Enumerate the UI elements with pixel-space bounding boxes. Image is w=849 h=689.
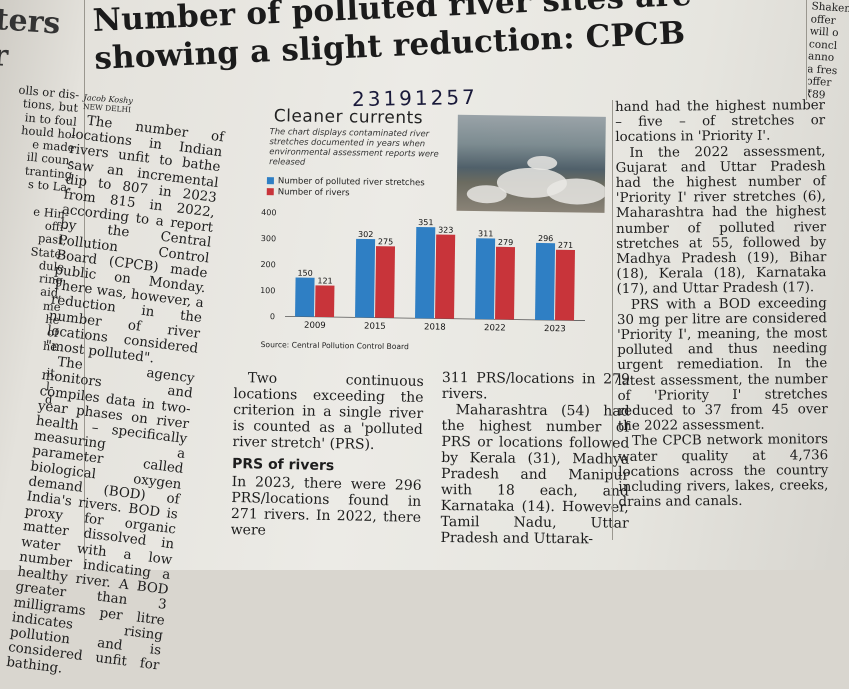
bar (315, 285, 335, 318)
bar (355, 238, 376, 318)
bar (415, 226, 436, 319)
subheading: PRS of rivers (231, 455, 335, 475)
paragraph: Two continuous locations exceeding the c… (232, 370, 424, 453)
right-clipped-column: Shaken offer will o concl anno a fres offer ₹89 (808, 0, 849, 100)
article-column-2: Two continuous locations exceeding the c… (230, 370, 423, 542)
article-column-4: hand had the highest number – five – of … (615, 98, 829, 510)
chart-source: Source: Central Pollution Control Board (260, 340, 409, 352)
chart-box: Cleaner currents The chart displays cont… (255, 104, 608, 359)
bar-value-label: 302 (358, 230, 373, 239)
bar (495, 246, 516, 320)
chart-description: The chart displays contaminated river st… (269, 126, 439, 167)
column-divider (84, 0, 85, 570)
legend-label: Number of polluted river stretches (277, 176, 425, 189)
bar-value-label: 311 (478, 229, 493, 238)
column-divider (612, 100, 613, 540)
legend-label: Number of rivers (277, 187, 350, 199)
x-axis-line (285, 315, 586, 321)
byline: Jacob Koshy NEW DELHI (83, 93, 133, 114)
paragraph: Maharashtra (54) had the highest number … (440, 402, 630, 548)
paragraph: The CPCB network monitors water quality … (618, 432, 829, 511)
headline: Number of polluted river sites are showi… (92, 0, 815, 78)
chart-title: Cleaner currents (273, 106, 424, 129)
y-tick-label: 0 (270, 312, 275, 321)
y-tick-label: 100 (260, 286, 275, 295)
bar (375, 246, 396, 318)
river-foam-photo (456, 114, 606, 213)
chart-legend: Number of polluted river stretches Numbe… (266, 176, 425, 200)
y-tick-label: 300 (261, 234, 276, 243)
bar (475, 238, 496, 320)
x-tick-label: 2022 (484, 323, 506, 333)
left-clipped-headline: ters r (0, 2, 61, 78)
bar-value-label: 150 (297, 269, 312, 278)
y-tick-label: 200 (260, 260, 275, 269)
article-column-3: 311 PRS/locations in 279 rivers. Maharas… (440, 370, 630, 548)
bar-value-label: 121 (317, 276, 332, 285)
right-clipped-text: Shaken offer will o concl anno a fres offer ₹89 (808, 0, 849, 100)
paragraph: The number of locations in Indian rivers… (44, 113, 225, 367)
x-tick-label: 2015 (364, 322, 386, 332)
bar-value-label: 275 (378, 237, 393, 246)
bar-value-label: 271 (558, 241, 573, 250)
paragraph: In 2023, there were 296 PRS/locations fo… (230, 473, 422, 539)
x-tick-label: 2018 (424, 322, 446, 332)
bar-value-label: 351 (418, 218, 433, 227)
bar (555, 249, 575, 321)
bar (535, 242, 556, 321)
legend-swatch (266, 188, 274, 196)
bar-value-label: 323 (438, 226, 453, 235)
legend-swatch (266, 177, 274, 185)
paragraph: PRS with a BOD exceeding 30 mg per litre… (616, 295, 828, 435)
x-tick-label: 2009 (304, 321, 326, 331)
legend-item: Number of rivers (266, 187, 425, 200)
left-clipped-headline-line: ters (0, 2, 62, 42)
paragraph: In the 2022 assessment, Gujarat and Utta… (615, 143, 827, 298)
paragraph: hand had the highest number – five – of … (615, 98, 826, 146)
bar-value-label: 296 (538, 234, 553, 243)
column-divider (806, 0, 807, 100)
bar (435, 234, 456, 319)
bar (295, 277, 315, 317)
y-tick-label: 400 (261, 208, 276, 217)
paragraph: 311 PRS/locations in 279 rivers. (441, 370, 630, 403)
bar-value-label: 279 (498, 238, 513, 247)
bar-chart: 0 100 200 300 400 150 121 2009 302 275 2015 351 323 2… (260, 208, 586, 334)
x-tick-label: 2023 (544, 324, 566, 334)
left-clipped-headline-line: r (0, 37, 10, 74)
